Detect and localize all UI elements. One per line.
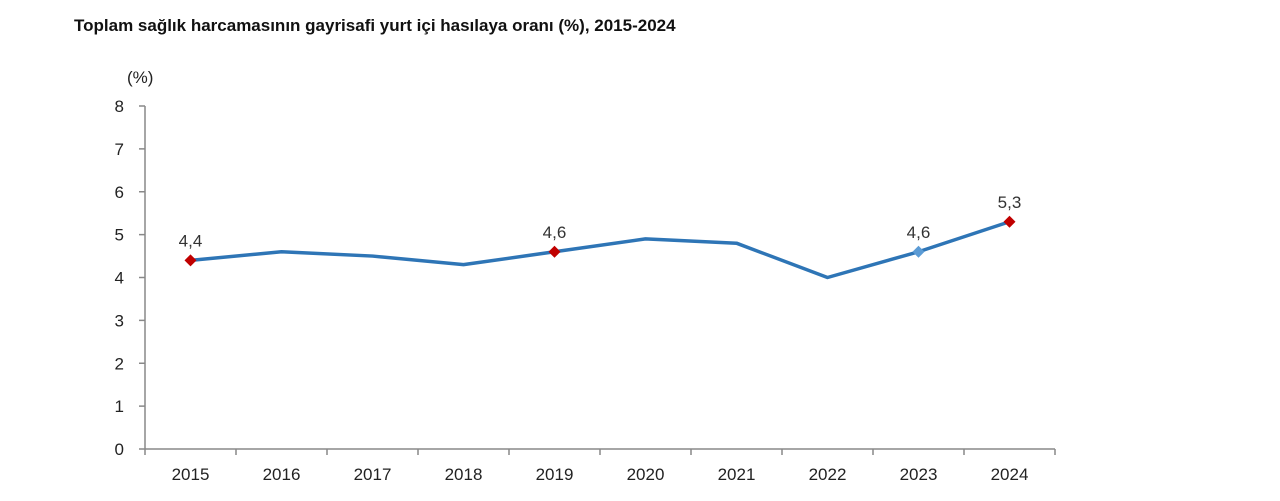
y-tick-label: 4 [115, 269, 124, 288]
data-marker [1003, 215, 1016, 228]
y-tick-label: 8 [115, 97, 124, 116]
x-tick-label: 2024 [991, 465, 1029, 484]
x-tick-label: 2022 [809, 465, 847, 484]
data-label: 4,6 [907, 223, 931, 242]
data-label: 4,6 [543, 223, 567, 242]
y-tick-label: 0 [115, 440, 124, 459]
data-marker [548, 245, 561, 258]
chart-title: Toplam sağlık harcamasının gayrisafi yur… [74, 16, 676, 35]
data-marker [912, 245, 925, 258]
data-line [190, 220, 1011, 280]
y-tick-label: 6 [115, 183, 124, 202]
x-tick-label: 2018 [445, 465, 483, 484]
x-tick-label: 2023 [900, 465, 938, 484]
data-label: 5,3 [998, 193, 1022, 212]
x-tick-label: 2020 [627, 465, 665, 484]
y-axis-label: (%) [127, 68, 153, 87]
x-tick-label: 2021 [718, 465, 756, 484]
data-marker [184, 254, 197, 267]
y-tick-label: 1 [115, 397, 124, 416]
y-tick-label: 5 [115, 226, 124, 245]
x-tick-label: 2015 [172, 465, 210, 484]
data-label: 4,4 [179, 231, 203, 250]
x-tick-label: 2019 [536, 465, 574, 484]
x-tick-label: 2017 [354, 465, 392, 484]
y-tick-label: 3 [115, 311, 124, 330]
y-tick-label: 7 [115, 140, 124, 159]
y-tick-label: 2 [115, 354, 124, 373]
x-tick-label: 2016 [263, 465, 301, 484]
